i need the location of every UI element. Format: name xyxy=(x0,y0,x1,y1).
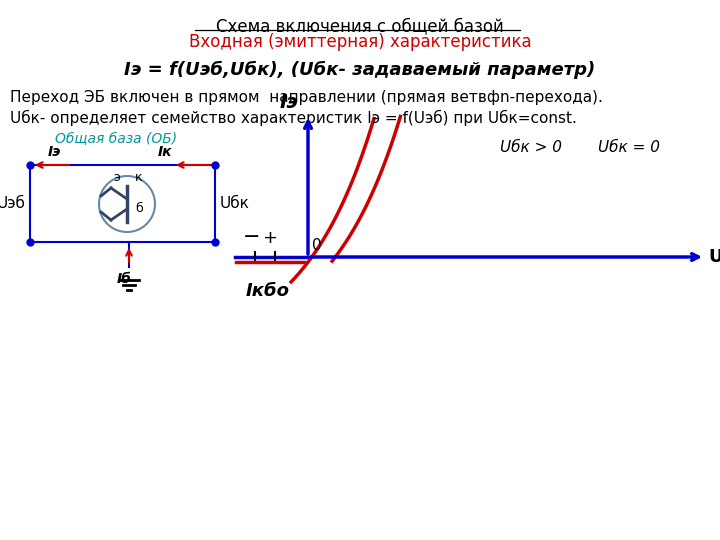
Text: Uбк: Uбк xyxy=(220,196,250,211)
Text: Iк: Iк xyxy=(158,145,173,159)
Text: Iкбо: Iкбо xyxy=(246,282,290,300)
Text: Схема включения с общей базой: Схема включения с общей базой xyxy=(216,17,504,35)
Text: Переход ЭБ включен в прямом  направлении (прямая ветвфn-перехода).: Переход ЭБ включен в прямом направлении … xyxy=(10,90,603,105)
Text: Входная (эмиттерная) характеристика: Входная (эмиттерная) характеристика xyxy=(189,33,531,51)
Text: Общая база (ОБ): Общая база (ОБ) xyxy=(55,132,177,146)
Text: Iэ = f(Uэб,Uбк), (Uбк- задаваемый параметр): Iэ = f(Uэб,Uбк), (Uбк- задаваемый параме… xyxy=(125,61,595,79)
Text: Uэб: Uэб xyxy=(0,196,25,211)
Text: Iэ: Iэ xyxy=(279,93,298,112)
Text: Iб: Iб xyxy=(117,272,132,286)
Text: б: б xyxy=(135,202,143,215)
Text: +: + xyxy=(263,229,277,247)
Text: −: − xyxy=(243,227,261,247)
Text: Uбк = 0: Uбк = 0 xyxy=(598,139,660,154)
Text: Uэб: Uэб xyxy=(708,248,720,266)
Text: 0: 0 xyxy=(312,238,322,253)
Text: Iэ: Iэ xyxy=(48,145,61,159)
Text: Uбк > 0: Uбк > 0 xyxy=(500,139,562,154)
Text: э: э xyxy=(114,171,120,184)
Text: к: к xyxy=(135,171,143,184)
Text: Uбк- определяет семейство характеристик Iэ = f(Uэб) при Uбк=const.: Uбк- определяет семейство характеристик … xyxy=(10,110,577,126)
